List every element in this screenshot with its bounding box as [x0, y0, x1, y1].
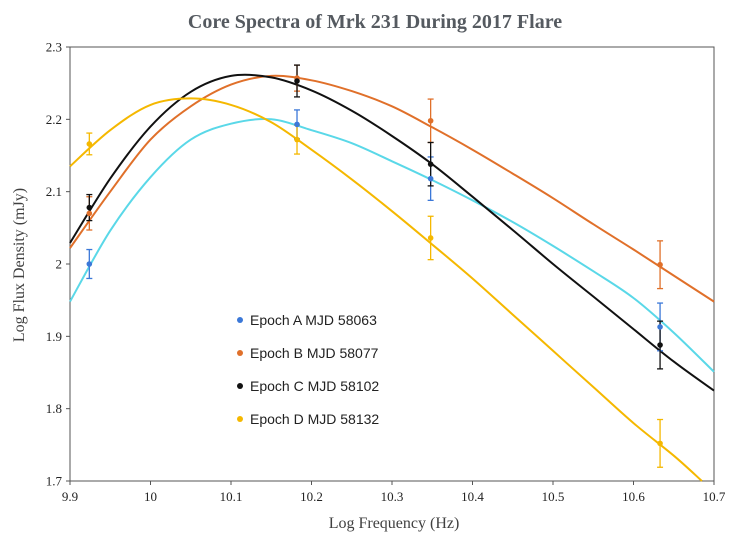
fit-curve-epoch-d — [69, 97, 703, 482]
x-tick-label: 10.2 — [300, 489, 323, 504]
x-tick-label: 10.6 — [622, 489, 645, 504]
x-tick-label: 10.3 — [381, 489, 404, 504]
data-point-epoch-b — [657, 261, 663, 268]
fit-curves — [69, 73, 715, 482]
data-points — [86, 75, 663, 447]
data-point-epoch-c — [657, 342, 663, 348]
data-point-epoch-d — [657, 440, 663, 447]
x-tick-label: 10.5 — [542, 489, 565, 504]
legend: Epoch A MJD 58063 Epoch B MJD 58077 Epoch … — [237, 312, 379, 427]
legend-label: Epoch D MJD 58132 — [250, 411, 379, 427]
legend-label: Epoch B MJD 58077 — [250, 345, 379, 361]
y-tick-label: 1.9 — [46, 329, 62, 344]
data-point-epoch-d — [294, 136, 300, 143]
data-point-epoch-b — [427, 117, 434, 124]
x-tick-label: 10.7 — [703, 489, 726, 504]
fit-curve-epoch-c — [69, 73, 715, 392]
legend-marker — [237, 350, 243, 356]
y-axis-label: Log Flux Density (mJy) — [11, 188, 28, 342]
legend-label: Epoch C MJD 58102 — [250, 378, 379, 394]
x-axis-label: Log Frequency (Hz) — [329, 515, 460, 532]
data-point-epoch-a — [657, 324, 663, 330]
data-point-epoch-b — [86, 210, 93, 217]
data-point-epoch-a — [294, 121, 300, 128]
data-point-epoch-c — [294, 78, 300, 84]
data-point-epoch-d — [427, 235, 434, 241]
x-tick-label: 9.9 — [62, 489, 78, 504]
chart-title: Core Spectra of Mrk 231 During 2017 Flar… — [188, 11, 562, 33]
y-tick-label: 1.7 — [46, 474, 63, 489]
y-axis-ticks: 1.7 1.8 1.9 2 2.1 2.2 2.3 — [46, 40, 70, 489]
fit-curve-epoch-a — [69, 118, 715, 373]
fit-curve-epoch-b — [69, 74, 715, 303]
y-tick-label: 2.1 — [46, 184, 62, 199]
x-tick-label: 10.4 — [461, 489, 484, 504]
y-tick-label: 2.2 — [46, 112, 62, 127]
data-point-epoch-a — [427, 175, 434, 182]
y-tick-label: 2 — [56, 257, 63, 272]
x-tick-label: 10 — [144, 489, 157, 504]
y-tick-label: 1.8 — [46, 401, 62, 416]
x-axis-ticks: 9.9 10 10.1 10.2 10.3 10.4 10.5 10.6 10.7 — [62, 481, 726, 504]
legend-label: Epoch A MJD 58063 — [250, 312, 377, 328]
legend-marker — [237, 416, 243, 422]
plot-area — [69, 46, 715, 482]
data-point-epoch-c — [427, 161, 434, 167]
data-point-epoch-c — [86, 204, 93, 211]
data-point-epoch-d — [86, 141, 93, 147]
y-tick-label: 2.3 — [46, 40, 62, 55]
legend-marker — [237, 383, 243, 389]
legend-marker — [237, 317, 243, 323]
x-tick-label: 10.1 — [220, 489, 243, 504]
data-point-epoch-a — [86, 261, 93, 267]
